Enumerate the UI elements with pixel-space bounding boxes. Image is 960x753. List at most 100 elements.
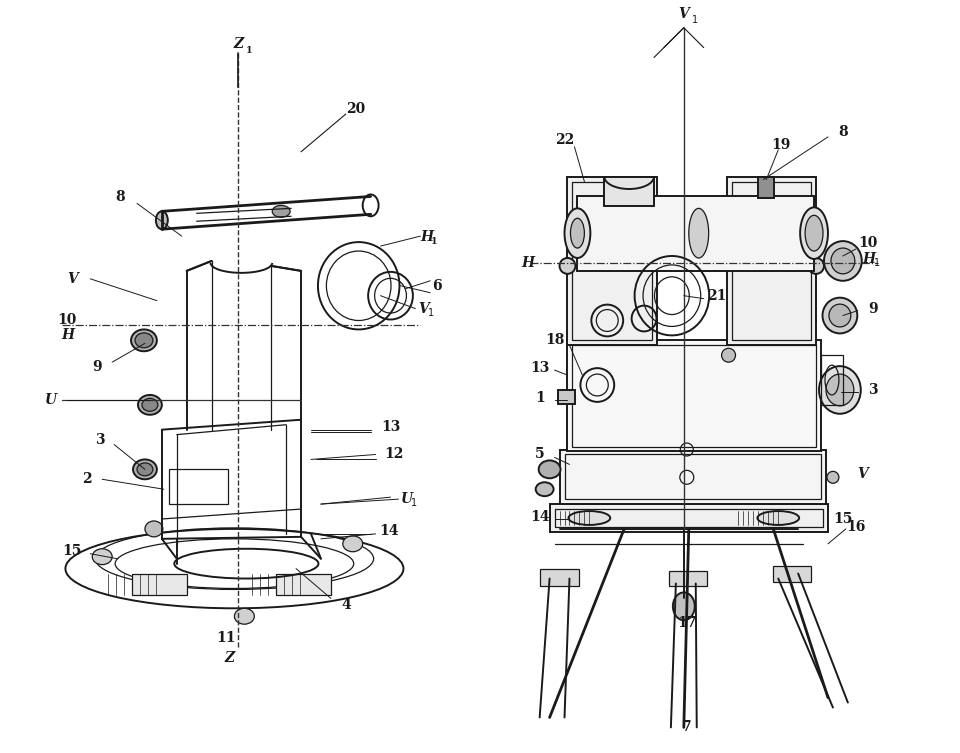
- Text: 1: 1: [431, 236, 438, 245]
- Text: H: H: [60, 328, 74, 343]
- Text: 3: 3: [95, 432, 105, 447]
- Ellipse shape: [343, 536, 363, 552]
- Ellipse shape: [156, 212, 168, 229]
- Text: U: U: [400, 492, 413, 506]
- Text: 1: 1: [412, 498, 418, 508]
- Text: 1: 1: [874, 258, 879, 268]
- Text: V: V: [679, 7, 689, 21]
- Bar: [132, 574, 186, 596]
- Bar: [567, 177, 657, 346]
- Text: 9: 9: [92, 360, 102, 374]
- Text: 9: 9: [868, 302, 877, 316]
- Text: U: U: [44, 393, 57, 407]
- Bar: [549, 504, 828, 532]
- Text: Z: Z: [225, 651, 234, 665]
- Ellipse shape: [133, 459, 156, 480]
- Text: 7: 7: [682, 721, 691, 734]
- Text: 19: 19: [772, 138, 791, 152]
- Text: 2: 2: [83, 472, 92, 486]
- Bar: [572, 181, 652, 340]
- Ellipse shape: [831, 248, 854, 274]
- Text: 11: 11: [217, 631, 236, 645]
- Text: 1: 1: [692, 15, 698, 25]
- Ellipse shape: [805, 215, 823, 251]
- Text: V: V: [67, 272, 78, 286]
- Text: H: H: [863, 252, 876, 266]
- Ellipse shape: [824, 241, 862, 281]
- Text: 8: 8: [115, 191, 125, 204]
- Ellipse shape: [673, 593, 695, 620]
- Ellipse shape: [92, 549, 112, 565]
- Text: 6: 6: [432, 279, 442, 293]
- Ellipse shape: [560, 258, 575, 274]
- Text: V: V: [419, 302, 429, 316]
- Ellipse shape: [688, 209, 708, 258]
- Bar: [577, 197, 814, 271]
- Text: 12: 12: [384, 447, 403, 462]
- Text: V: V: [857, 468, 868, 481]
- Bar: [555, 509, 823, 527]
- Ellipse shape: [137, 463, 153, 476]
- Text: 4: 4: [341, 599, 350, 612]
- Bar: [564, 455, 821, 499]
- Ellipse shape: [234, 608, 254, 624]
- Ellipse shape: [273, 206, 290, 218]
- Text: 13: 13: [530, 361, 549, 375]
- Bar: [727, 177, 816, 346]
- Ellipse shape: [131, 329, 156, 351]
- Ellipse shape: [829, 304, 851, 327]
- Bar: [821, 355, 843, 405]
- Bar: [567, 340, 821, 452]
- Text: 21: 21: [707, 288, 727, 303]
- Ellipse shape: [142, 398, 157, 411]
- Text: H: H: [521, 256, 535, 270]
- Text: H: H: [420, 230, 434, 244]
- Ellipse shape: [570, 218, 585, 248]
- Text: 1: 1: [428, 307, 435, 318]
- Text: 17: 17: [677, 616, 697, 630]
- Ellipse shape: [819, 366, 861, 414]
- Text: 3: 3: [868, 383, 877, 397]
- Ellipse shape: [722, 349, 735, 362]
- Text: 1: 1: [246, 45, 252, 54]
- Bar: [540, 569, 580, 587]
- Text: 1: 1: [535, 391, 544, 405]
- Bar: [558, 390, 575, 404]
- Text: 14: 14: [530, 510, 549, 524]
- Text: 8: 8: [838, 125, 848, 139]
- Ellipse shape: [536, 482, 554, 496]
- Bar: [604, 177, 654, 206]
- Ellipse shape: [564, 209, 590, 258]
- Ellipse shape: [800, 207, 828, 259]
- Bar: [560, 450, 826, 504]
- Ellipse shape: [757, 511, 799, 525]
- Bar: [732, 181, 811, 340]
- Ellipse shape: [145, 521, 163, 537]
- Bar: [276, 574, 331, 596]
- Bar: [758, 177, 775, 199]
- Ellipse shape: [827, 471, 839, 483]
- Text: 13: 13: [381, 419, 400, 434]
- Bar: [774, 566, 811, 581]
- Text: 18: 18: [545, 334, 564, 347]
- Ellipse shape: [808, 258, 824, 274]
- Text: 10: 10: [858, 236, 877, 250]
- Ellipse shape: [568, 511, 611, 525]
- Text: 20: 20: [347, 102, 366, 116]
- Text: 5: 5: [535, 447, 544, 462]
- Ellipse shape: [539, 460, 561, 478]
- Text: 16: 16: [846, 520, 866, 534]
- Text: 10: 10: [58, 313, 77, 328]
- Ellipse shape: [823, 297, 857, 334]
- Text: 14: 14: [379, 524, 398, 538]
- Ellipse shape: [826, 374, 853, 406]
- Bar: [572, 346, 816, 447]
- Ellipse shape: [135, 333, 153, 348]
- Ellipse shape: [138, 395, 162, 415]
- Text: 22: 22: [555, 133, 574, 147]
- Text: Z: Z: [233, 37, 244, 50]
- Bar: [669, 571, 707, 587]
- Text: 15: 15: [833, 512, 852, 526]
- Text: 15: 15: [62, 544, 82, 558]
- Bar: [169, 469, 228, 504]
